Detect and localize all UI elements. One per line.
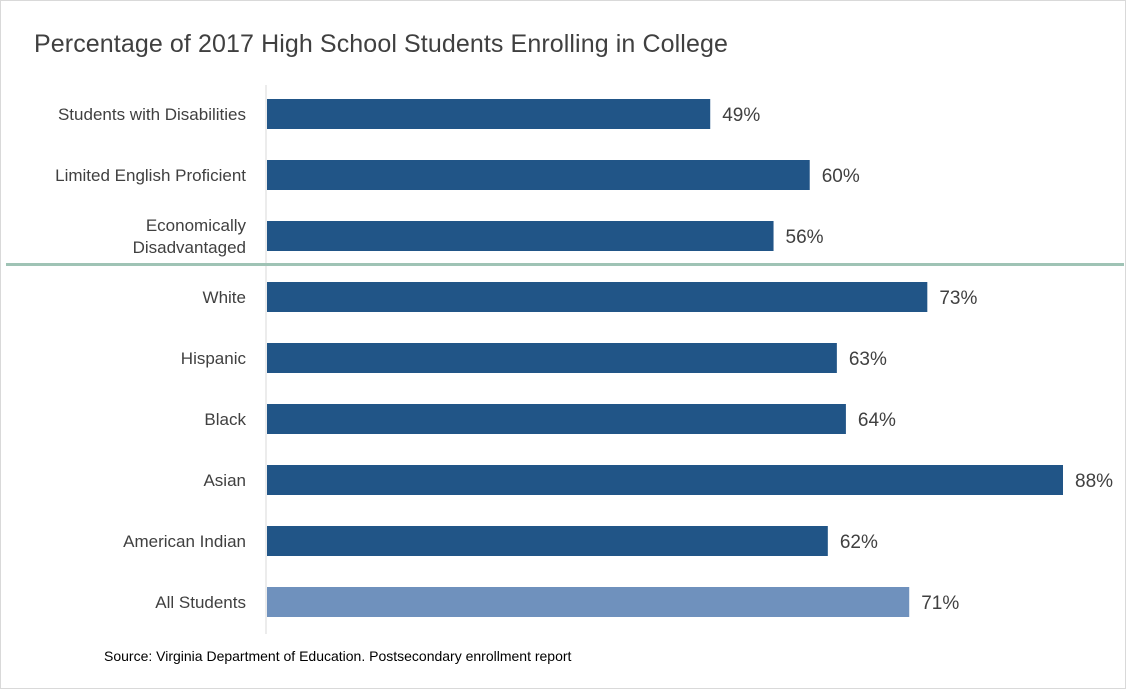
data-label: 64% bbox=[858, 410, 896, 431]
bar bbox=[267, 343, 837, 373]
category-label: All Students bbox=[155, 593, 246, 612]
category-label: American Indian bbox=[123, 532, 246, 551]
bar bbox=[267, 221, 774, 251]
category-label: Students with Disabilities bbox=[58, 105, 246, 124]
bar bbox=[267, 99, 711, 129]
bar bbox=[267, 282, 928, 312]
data-label: 73% bbox=[939, 288, 977, 309]
chart-title: Percentage of 2017 High School Students … bbox=[34, 30, 728, 58]
category-label: White bbox=[203, 288, 246, 307]
bar bbox=[267, 587, 910, 617]
data-label: 62% bbox=[840, 532, 878, 553]
bar bbox=[267, 404, 846, 434]
category-label: Asian bbox=[203, 471, 246, 490]
data-label: 88% bbox=[1075, 471, 1113, 492]
source-note: Source: Virginia Department of Education… bbox=[104, 648, 572, 664]
category-label: Economically Disadvantaged bbox=[133, 216, 247, 257]
bar bbox=[267, 465, 1063, 495]
data-label: 63% bbox=[849, 349, 887, 370]
bar bbox=[267, 526, 828, 556]
bar bbox=[267, 160, 810, 190]
category-label: Hispanic bbox=[181, 349, 247, 368]
category-label: Black bbox=[204, 410, 246, 429]
data-label: 71% bbox=[921, 593, 959, 614]
data-label: 49% bbox=[722, 105, 760, 126]
data-label: 56% bbox=[786, 227, 824, 248]
category-label: Limited English Proficient bbox=[55, 166, 246, 185]
data-label: 60% bbox=[822, 166, 860, 187]
